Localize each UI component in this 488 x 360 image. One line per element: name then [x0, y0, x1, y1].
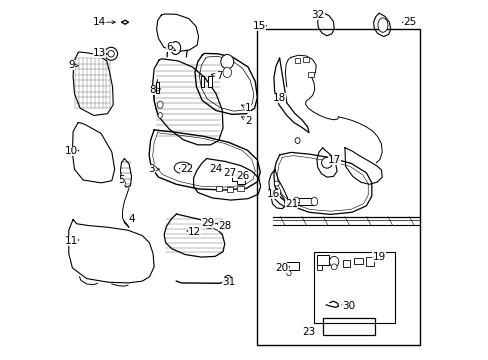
Text: 10: 10 [65, 146, 78, 156]
Ellipse shape [321, 157, 332, 168]
Text: 30: 30 [341, 301, 354, 311]
Bar [316, 255, 329, 265]
Ellipse shape [329, 256, 338, 267]
Ellipse shape [170, 41, 180, 54]
Bar [201, 76, 204, 87]
Text: 18: 18 [272, 93, 285, 103]
Text: 28: 28 [218, 221, 231, 230]
Text: 29: 29 [201, 218, 214, 228]
Ellipse shape [174, 162, 191, 174]
Ellipse shape [330, 264, 336, 270]
Ellipse shape [293, 197, 299, 206]
Bar [207, 76, 211, 87]
Bar [237, 186, 244, 192]
Text: 15: 15 [252, 21, 265, 31]
Bar [343, 260, 349, 267]
Text: 27: 27 [223, 168, 236, 178]
Ellipse shape [204, 222, 213, 228]
Text: 25: 25 [402, 17, 415, 27]
Text: 31: 31 [222, 277, 235, 287]
Text: 22: 22 [180, 164, 193, 174]
Ellipse shape [213, 223, 224, 230]
Text: 14: 14 [92, 17, 106, 27]
Bar [353, 258, 362, 264]
Text: 19: 19 [371, 252, 385, 262]
Bar [226, 187, 233, 192]
Text: 23: 23 [302, 327, 315, 337]
Ellipse shape [274, 181, 279, 186]
Ellipse shape [104, 47, 117, 60]
Ellipse shape [275, 189, 280, 194]
Bar [366, 257, 373, 266]
Ellipse shape [310, 197, 317, 206]
Text: 4: 4 [128, 215, 135, 224]
Ellipse shape [157, 101, 163, 108]
Text: 24: 24 [209, 164, 222, 174]
Bar [237, 176, 244, 184]
Text: 2: 2 [244, 116, 251, 126]
Bar [257, 30, 419, 345]
Text: 16: 16 [266, 189, 279, 199]
Ellipse shape [286, 271, 290, 276]
Text: 12: 12 [187, 227, 201, 237]
Bar [303, 57, 308, 62]
Ellipse shape [223, 67, 231, 77]
Bar [314, 252, 394, 323]
Text: 1: 1 [244, 103, 251, 113]
Text: 9: 9 [68, 60, 75, 70]
Bar [323, 319, 375, 335]
Text: 3: 3 [148, 164, 154, 174]
Text: 26: 26 [236, 171, 249, 181]
Text: 6: 6 [165, 42, 172, 52]
Bar [215, 186, 222, 192]
Bar [296, 198, 314, 205]
Bar [286, 262, 298, 270]
Text: 21: 21 [285, 199, 298, 210]
Text: 17: 17 [327, 155, 340, 165]
Bar [294, 58, 300, 63]
Text: 8: 8 [149, 85, 156, 95]
Text: 20: 20 [275, 263, 288, 273]
Text: 11: 11 [65, 236, 78, 246]
Text: 32: 32 [311, 10, 324, 20]
Ellipse shape [224, 275, 231, 283]
Ellipse shape [221, 54, 233, 69]
Bar [232, 175, 238, 181]
Ellipse shape [294, 138, 300, 143]
Bar [316, 265, 322, 270]
Ellipse shape [158, 113, 162, 118]
Bar [308, 72, 313, 77]
Ellipse shape [108, 50, 114, 57]
Text: 7: 7 [216, 71, 222, 81]
Text: 13: 13 [92, 48, 106, 58]
Ellipse shape [377, 18, 387, 32]
Bar [155, 82, 159, 93]
Text: 5: 5 [118, 175, 125, 185]
